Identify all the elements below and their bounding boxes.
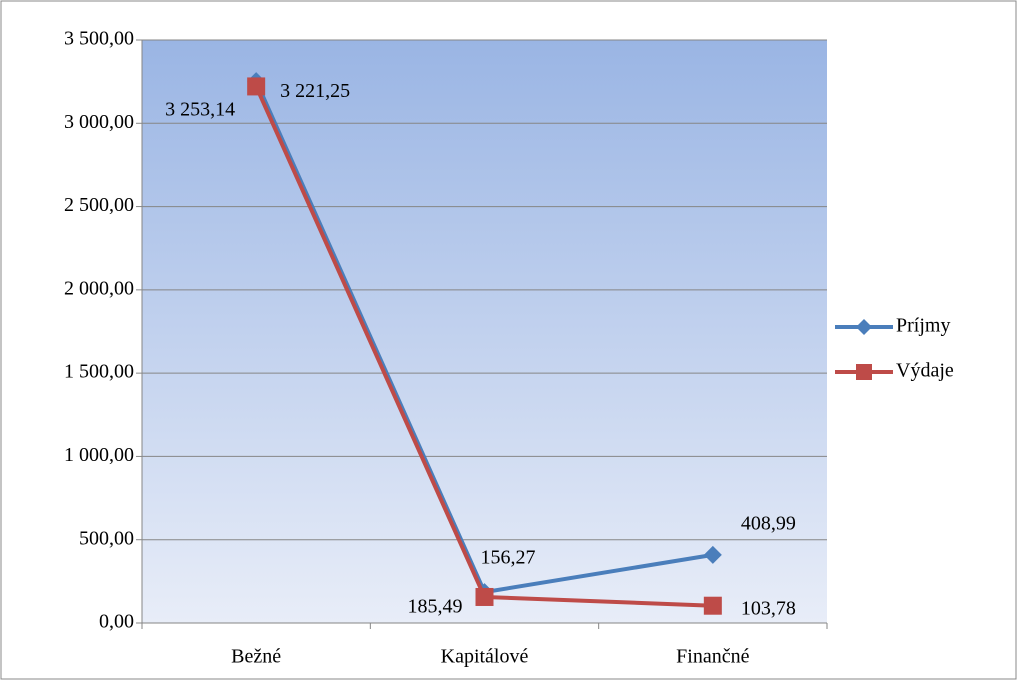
y-tick-label: 2 000,00 — [64, 277, 134, 299]
y-tick-label: 500,00 — [79, 527, 134, 549]
y-tick-label: 1 000,00 — [64, 444, 134, 466]
plot-area — [142, 40, 827, 623]
data-label: 156,27 — [481, 547, 536, 569]
y-tick-label: 2 500,00 — [64, 194, 134, 216]
legend-marker — [856, 319, 872, 335]
legend-marker — [856, 364, 872, 380]
data-label: 103,78 — [741, 597, 796, 619]
data-label: 3 253,14 — [165, 99, 235, 121]
y-tick-label: 3 500,00 — [64, 28, 134, 50]
legend-label: Výdaje — [896, 360, 954, 382]
x-tick-label: Kapitálové — [441, 646, 529, 668]
marker — [475, 587, 494, 606]
x-tick-label: Finančné — [676, 646, 749, 668]
y-tick-label: 0,00 — [99, 611, 134, 633]
y-tick-label: 1 500,00 — [64, 361, 134, 383]
marker — [703, 596, 722, 615]
x-tick-label: Bežné — [231, 646, 281, 668]
data-label: 185,49 — [408, 596, 463, 618]
marker — [247, 77, 266, 96]
marker — [703, 545, 722, 564]
data-label: 3 221,25 — [280, 80, 350, 102]
y-tick-label: 3 000,00 — [64, 111, 134, 133]
data-label: 408,99 — [741, 512, 796, 534]
legend-label: Príjmy — [896, 315, 950, 337]
